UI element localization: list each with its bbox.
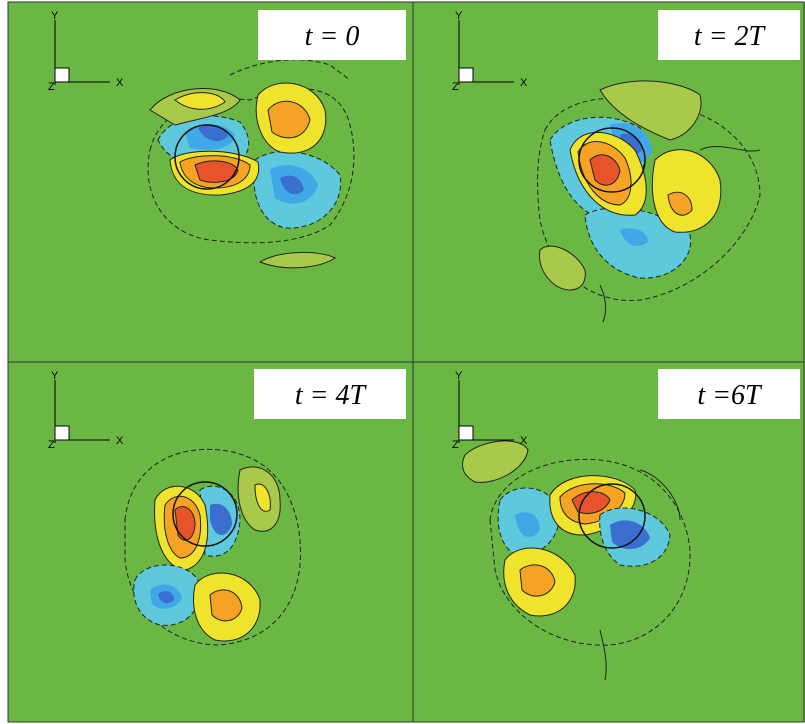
contour-green-blob: [462, 440, 529, 483]
time-label-box-p2: t = 2T: [658, 10, 800, 60]
axis-y-label: Y: [51, 370, 59, 382]
axis-z-label: Z: [48, 81, 55, 93]
time-label: t = 2T: [694, 21, 767, 52]
axis-z-label: Z: [452, 439, 459, 451]
axis-y-label: Y: [455, 10, 463, 22]
axis-triad-p3: Y X Z: [48, 370, 124, 451]
contour-blue-core: [198, 125, 228, 142]
contour-yellow: [254, 483, 271, 512]
axis-y-label: Y: [51, 10, 59, 22]
contour-blue-core: [280, 175, 304, 195]
contour-orange: [267, 100, 311, 139]
time-label-box-p1: t = 0: [258, 10, 406, 60]
contour-red-core: [194, 160, 239, 183]
contour-orange: [667, 191, 693, 216]
contour-blue-core: [158, 591, 174, 604]
contour-line: [599, 629, 607, 681]
contour-yellow-lobe: [651, 149, 722, 233]
axis-x-label: X: [116, 77, 124, 89]
body-circle: [172, 481, 238, 547]
contour-red-core: [571, 491, 611, 514]
axis-x-label: X: [116, 435, 124, 447]
axis-triad-p2: Y X Z: [452, 10, 528, 93]
contour-line: [599, 284, 607, 323]
contour-green-blob: [258, 251, 336, 269]
contour-green-blob: [539, 245, 586, 291]
contour-line: [229, 59, 351, 81]
axis-z-label: Z: [48, 439, 55, 451]
axis-triad-p4: Y X Z: [452, 370, 528, 451]
body-circle: [578, 127, 646, 193]
contour-orange: [519, 564, 556, 597]
panel-t2T: [537, 80, 761, 323]
contour-line: [489, 458, 691, 646]
contour-red-core: [589, 154, 621, 186]
axis-x-label: X: [520, 77, 528, 89]
contour-blue-core: [610, 520, 650, 550]
axis-triad-p1: Y X Z: [48, 10, 124, 93]
contour-line: [699, 146, 761, 152]
time-label: t = 0: [305, 21, 360, 52]
contour-yellow: [174, 92, 226, 110]
contour-green-lobe: [599, 80, 702, 141]
contour-orange: [209, 589, 243, 622]
body-circle: [578, 483, 646, 549]
contour-blue-core: [210, 503, 232, 536]
axis-z-label: Z: [452, 81, 459, 93]
time-label-box-p3: t = 4T: [254, 369, 406, 419]
body-circle: [174, 124, 240, 190]
contour-red-core: [174, 506, 196, 541]
time-label: t =6T: [697, 380, 763, 411]
time-label-box-p4: t =6T: [658, 369, 800, 419]
panel-t6T: [462, 440, 691, 681]
time-label: t = 4T: [295, 380, 368, 411]
contour-line: [124, 448, 302, 646]
contour-blue-core: [515, 512, 540, 538]
panel-t4T: [124, 448, 302, 646]
axis-x-label: X: [520, 435, 528, 447]
panel-t0: [147, 59, 355, 269]
axis-y-label: Y: [455, 370, 463, 382]
contour-blue-core: [620, 228, 648, 246]
contour-line: [639, 469, 681, 521]
